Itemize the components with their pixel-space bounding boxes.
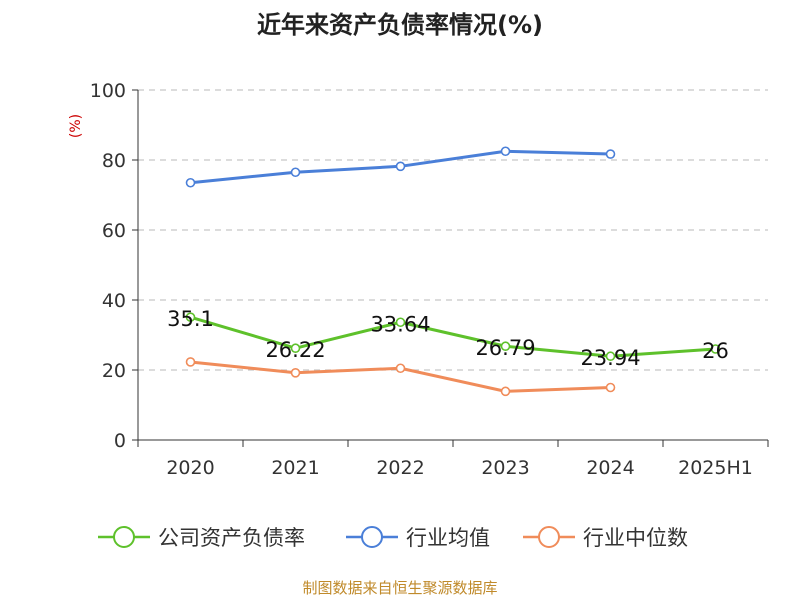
source-note: 制图数据来自恒生聚源数据库 xyxy=(302,579,497,597)
y-axis-unit-label: (%) xyxy=(68,114,84,138)
axes: 0 20 40 60 80 100 2020 2021 2022 2023 2024 2025H1 xyxy=(90,80,769,479)
data-point xyxy=(500,146,511,157)
data-label: 23.94 xyxy=(580,346,640,370)
data-point xyxy=(605,149,616,159)
chart-title: 近年来资产负债率情况(%) xyxy=(257,11,543,39)
data-point xyxy=(290,167,301,178)
data-label: 26.79 xyxy=(475,336,535,360)
data-point xyxy=(185,357,196,367)
x-tick-label: 2022 xyxy=(376,457,424,479)
data-point xyxy=(290,367,301,378)
y-tick-label: 40 xyxy=(102,290,126,312)
series-group xyxy=(185,146,721,397)
legend-marker xyxy=(361,526,383,548)
x-tick-label: 2020 xyxy=(166,457,214,479)
legend-marker xyxy=(538,526,560,548)
x-tick-label: 2023 xyxy=(481,457,529,479)
data-labels: 35.1 26.22 33.64 26.79 23.94 26 xyxy=(167,307,729,370)
series-line xyxy=(190,315,716,358)
y-tick-label: 80 xyxy=(102,150,126,172)
data-point xyxy=(605,351,616,362)
gridlines xyxy=(138,89,768,371)
legend: 公司资产负债率 行业均值 行业中位数 xyxy=(98,526,688,550)
y-tick-label: 60 xyxy=(102,220,126,242)
data-point xyxy=(185,177,196,188)
x-tick-label: 2021 xyxy=(271,457,319,479)
data-point xyxy=(185,312,196,322)
legend-marker xyxy=(113,526,135,548)
data-point xyxy=(500,386,511,397)
data-point xyxy=(290,343,301,354)
data-point xyxy=(395,363,406,374)
data-point xyxy=(395,161,406,172)
data-label: 35.1 xyxy=(167,307,214,331)
y-tick-label: 20 xyxy=(102,360,126,382)
data-label: 26 xyxy=(702,339,729,363)
legend-label: 行业均值 xyxy=(406,526,490,550)
data-label: 33.64 xyxy=(370,312,430,336)
data-label: 26.22 xyxy=(265,338,325,362)
data-point xyxy=(395,317,406,328)
legend-label: 公司资产负债率 xyxy=(158,526,305,550)
y-tick-label: 0 xyxy=(114,430,126,452)
legend-label: 行业中位数 xyxy=(583,526,688,550)
data-point xyxy=(605,382,616,393)
y-tick-label: 100 xyxy=(90,80,126,102)
x-tick-label: 2025H1 xyxy=(678,457,753,479)
x-tick-label: 2024 xyxy=(586,457,634,479)
data-point xyxy=(500,341,511,352)
data-point xyxy=(710,344,721,354)
